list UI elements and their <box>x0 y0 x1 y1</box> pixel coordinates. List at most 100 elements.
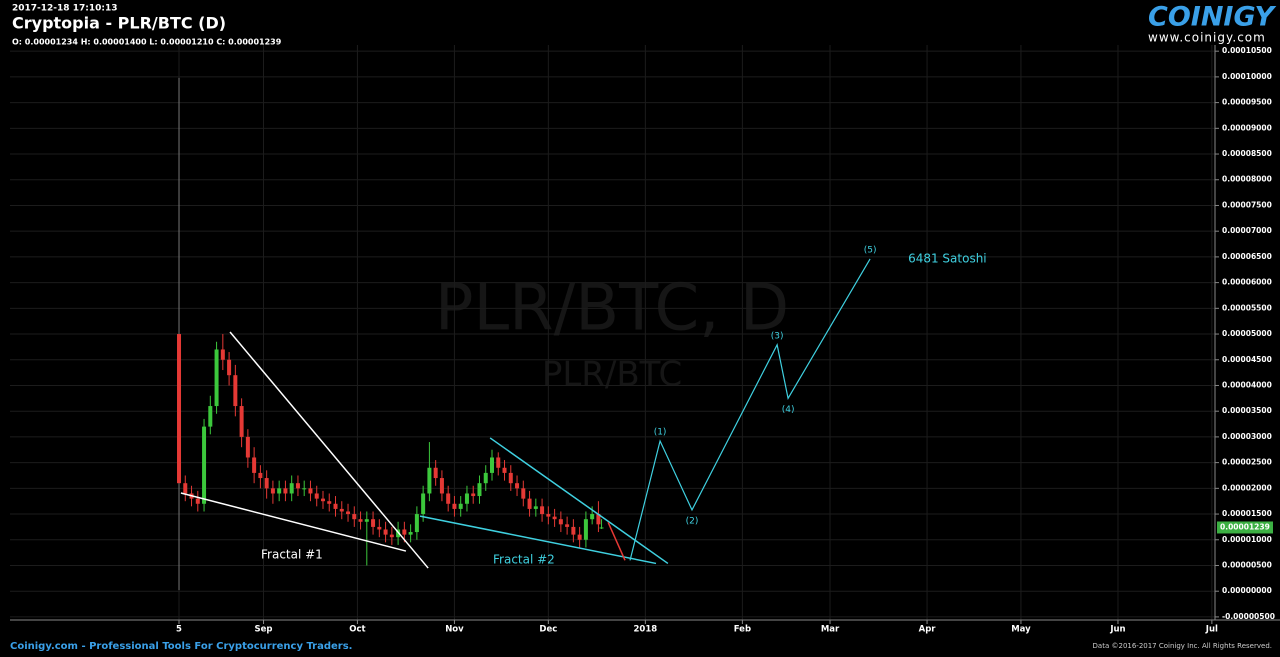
candle-body <box>452 503 457 509</box>
y-tick-label: 0.00008500 <box>1222 149 1272 158</box>
last-price-label: 0.00001239 <box>1220 522 1270 531</box>
annotation: Fractal #1 <box>261 548 323 562</box>
candle-body <box>377 526 382 530</box>
x-tick-label: Jul <box>1205 625 1218 635</box>
candle-body <box>546 514 551 517</box>
candle-body <box>208 406 213 427</box>
chart-title: Cryptopia - PLR/BTC (D) <box>12 14 226 33</box>
candle-body <box>346 511 351 515</box>
y-tick-label: 0.00000500 <box>1222 560 1272 569</box>
y-tick-label: 0.00001000 <box>1222 535 1272 544</box>
y-tick-label: 0.00010500 <box>1222 46 1272 55</box>
candle-body <box>371 519 376 527</box>
y-tick-label: 0.00004000 <box>1222 380 1272 389</box>
y-tick-label: 0.00008000 <box>1222 175 1272 184</box>
y-tick-label: 0.00007000 <box>1222 226 1272 235</box>
y-tick-label: 0.00010000 <box>1222 72 1272 81</box>
candle-body <box>402 529 407 535</box>
x-tick-label: Jun <box>1109 625 1125 635</box>
trendline <box>180 492 407 552</box>
x-tick-label: 2018 <box>634 625 658 635</box>
candle-body <box>239 406 244 437</box>
x-tick-label: Mar <box>821 625 840 635</box>
candle-body <box>558 519 563 525</box>
candle-body <box>389 534 394 538</box>
trendline <box>607 521 626 561</box>
candle-body <box>358 519 363 522</box>
x-tick-label: Dec <box>539 625 557 635</box>
candle-body <box>540 506 545 515</box>
candle-body <box>220 349 225 360</box>
candle-body <box>565 524 570 527</box>
candle-body <box>327 501 332 504</box>
candle-body <box>320 498 325 502</box>
candle-body <box>264 478 269 489</box>
candle-body <box>195 498 200 504</box>
footer-left[interactable]: Coinigy.com - Professional Tools For Cry… <box>10 641 352 652</box>
candle-body <box>583 519 588 540</box>
x-tick-label: Apr <box>919 625 937 635</box>
x-tick-label: Nov <box>445 625 464 635</box>
x-tick-label: 5 <box>176 625 182 635</box>
candle-body <box>502 467 507 473</box>
y-tick-label: 0.00003500 <box>1222 406 1272 415</box>
candle-body <box>227 359 232 376</box>
x-tick-label: Oct <box>349 625 365 635</box>
candle-body <box>490 457 494 473</box>
y-tick-label: 0.00006000 <box>1222 278 1272 287</box>
candle-body <box>471 493 476 497</box>
y-tick-label: 0.00009500 <box>1222 98 1272 107</box>
candle-body <box>521 488 526 499</box>
candle-body <box>252 457 257 473</box>
candle-body <box>270 488 275 494</box>
candle-body <box>352 514 357 520</box>
wave-label: (4) <box>782 405 795 415</box>
candle-body <box>177 334 182 484</box>
candle-body <box>414 514 419 533</box>
candle-body <box>364 519 369 522</box>
candle-body <box>333 503 338 509</box>
annotation: Fractal #2 <box>493 553 555 567</box>
y-tick-label: 0.00000000 <box>1222 586 1272 595</box>
y-tick-label: -0.00000500 <box>1222 612 1275 621</box>
candle-body <box>214 349 219 407</box>
candle-body <box>433 467 438 479</box>
candle-body <box>427 467 432 494</box>
candle-body <box>508 472 513 484</box>
candle-body <box>421 493 426 515</box>
candle-body <box>183 483 188 494</box>
candle-body <box>283 488 288 494</box>
candle-body <box>289 483 294 494</box>
candle-body <box>202 426 207 504</box>
y-tick-label: 0.00005000 <box>1222 329 1272 338</box>
candle-body <box>258 472 263 479</box>
candle-body <box>408 532 413 535</box>
candle-body <box>464 493 469 504</box>
candle-body <box>483 472 488 484</box>
candle-body <box>571 526 576 535</box>
x-tick-label: Sep <box>255 625 273 635</box>
y-tick-label: 0.00002000 <box>1222 483 1272 492</box>
y-tick-label: 0.00002500 <box>1222 458 1272 467</box>
y-tick-label: 0.00001500 <box>1222 509 1272 518</box>
candle-body <box>383 529 388 535</box>
candle-body <box>596 514 601 525</box>
y-tick-label: 0.00006500 <box>1222 252 1272 261</box>
watermark-sub: PLR/BTC <box>542 355 682 395</box>
y-tick-label: 0.00005500 <box>1222 303 1272 312</box>
trendline <box>489 437 669 565</box>
wave-label: (5) <box>864 245 877 255</box>
candle-body <box>515 483 520 489</box>
candle-body <box>277 488 282 494</box>
candle-body <box>590 514 595 520</box>
projection-line <box>629 258 871 561</box>
candle-body <box>599 527 604 529</box>
y-tick-label: 0.00003000 <box>1222 432 1272 441</box>
candle-body <box>295 483 300 489</box>
candle-body <box>552 516 557 520</box>
candle-body <box>577 534 582 540</box>
candle-body <box>314 493 319 499</box>
